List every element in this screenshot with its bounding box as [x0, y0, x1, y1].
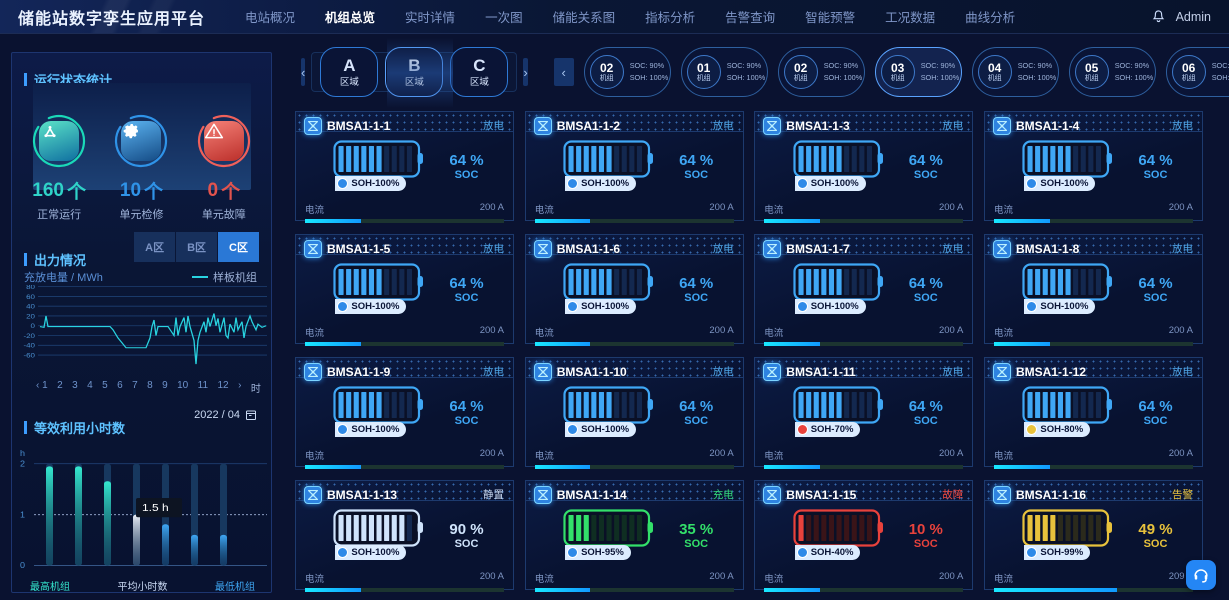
svg-text:-60: -60	[23, 351, 35, 359]
svg-text:60: 60	[26, 293, 35, 301]
svg-text:80: 80	[26, 285, 35, 291]
svg-text:h: h	[20, 448, 25, 457]
svg-text:1: 1	[20, 510, 25, 519]
svg-text:0: 0	[20, 561, 25, 570]
svg-text:-40: -40	[23, 341, 35, 349]
svg-text:-20: -20	[23, 332, 35, 340]
svg-text:1.5 h: 1.5 h	[142, 503, 169, 514]
svg-text:40: 40	[26, 302, 35, 310]
svg-text:20: 20	[26, 312, 35, 320]
svg-text:0: 0	[31, 322, 35, 330]
svg-text:2: 2	[20, 459, 25, 468]
